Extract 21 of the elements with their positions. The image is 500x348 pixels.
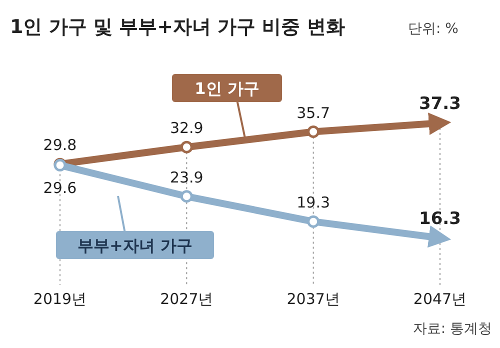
chart-title: 1인 가구 및 부부+자녀 가구 비중 변화 <box>10 16 345 38</box>
point <box>180 190 193 203</box>
text: 1인 가구 <box>194 79 260 98</box>
x-tick-label: 2027년 <box>160 290 214 308</box>
data-label: 16.3 <box>419 209 461 229</box>
x-tick-label: 2047년 <box>413 290 467 308</box>
point <box>307 215 320 228</box>
point <box>307 126 320 138</box>
data-label: 35.7 <box>296 104 330 122</box>
data-label: 29.6 <box>43 179 77 198</box>
chart-subtitle: 단위: % <box>408 21 458 37</box>
data-label: 32.9 <box>170 119 204 138</box>
data-label: 29.8 <box>43 136 77 154</box>
data-label: 23.9 <box>170 168 204 186</box>
x-tick-label: 2019년 <box>33 290 87 308</box>
data-label: 37.3 <box>419 94 461 114</box>
text: 자료: 통계청 <box>412 321 492 337</box>
point <box>180 140 193 154</box>
x-tick-label: 2037년 <box>286 290 340 308</box>
legend-label: 부부+자녀 가구 <box>78 236 192 255</box>
data-label: 19.3 <box>296 194 330 212</box>
